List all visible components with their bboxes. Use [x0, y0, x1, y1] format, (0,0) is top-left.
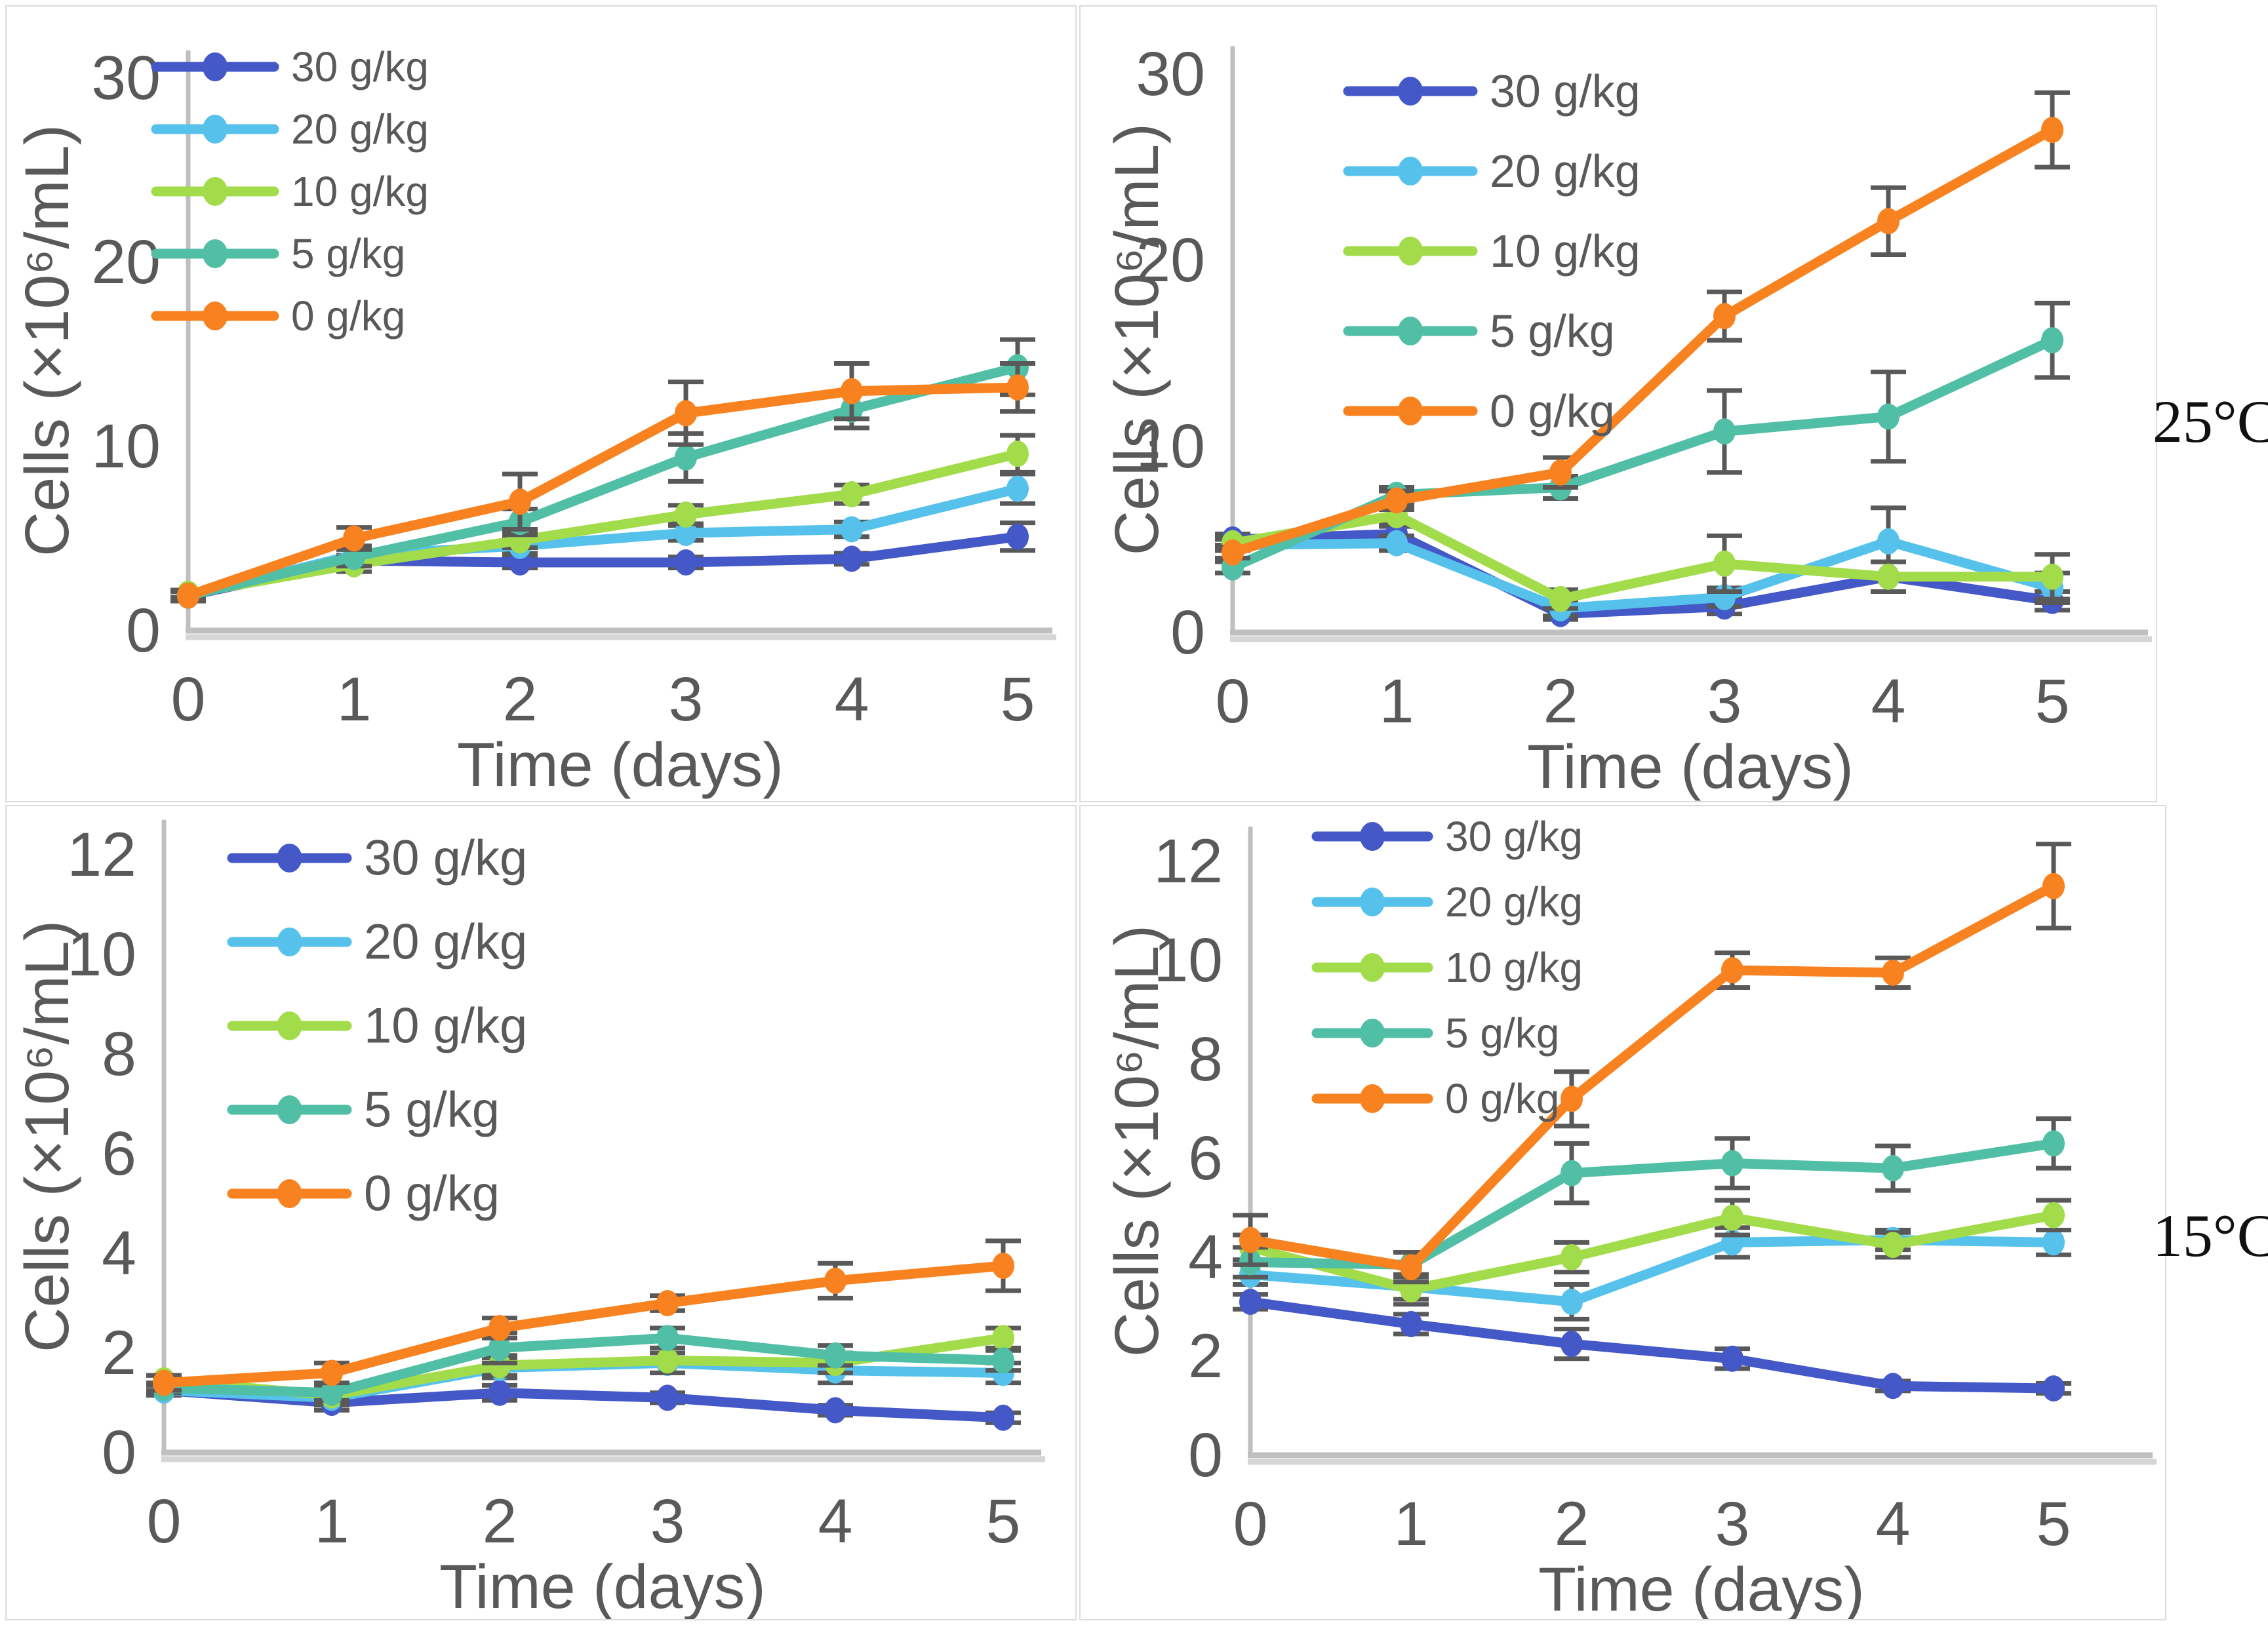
svg-text:Time (days): Time (days) — [457, 730, 784, 800]
svg-text:2: 2 — [1188, 1322, 1223, 1391]
svg-text:20: 20 — [1136, 225, 1205, 295]
svg-text:20 g/kg: 20 g/kg — [1490, 146, 1641, 197]
svg-text:2: 2 — [483, 1487, 517, 1556]
svg-text:4: 4 — [102, 1219, 136, 1288]
svg-text:10 g/kg: 10 g/kg — [1445, 944, 1583, 991]
svg-text:Cells (×10⁶/mL): Cells (×10⁶/mL) — [12, 920, 82, 1352]
svg-text:10: 10 — [1136, 412, 1205, 481]
svg-text:10 g/kg: 10 g/kg — [291, 168, 429, 215]
chart-panel-top-right: 0 10 20 30 0 1 2 3 4 5 Time (days) Cells (×10⁶/mL) 3… — [1079, 5, 2157, 802]
svg-text:4: 4 — [818, 1487, 853, 1556]
svg-text:Time (days): Time (days) — [1527, 732, 1854, 801]
svg-text:5 g/kg: 5 g/kg — [1445, 1009, 1559, 1057]
svg-text:30 g/kg: 30 g/kg — [1445, 813, 1583, 860]
svg-text:2: 2 — [1555, 1489, 1589, 1559]
svg-text:1: 1 — [1394, 1489, 1429, 1559]
svg-text:20 g/kg: 20 g/kg — [1445, 878, 1583, 926]
svg-text:5 g/kg: 5 g/kg — [364, 1082, 500, 1138]
svg-text:10 g/kg: 10 g/kg — [364, 998, 527, 1054]
svg-text:Cells (×10⁶/mL): Cells (×10⁶/mL) — [1102, 925, 1172, 1357]
svg-text:10: 10 — [67, 920, 136, 989]
svg-text:0: 0 — [126, 596, 161, 665]
svg-text:0: 0 — [102, 1418, 136, 1487]
svg-text:Cells (×10⁶/mL): Cells (×10⁶/mL) — [12, 125, 82, 557]
chart-panel-top-left: 0 10 20 30 0 1 2 3 4 5 Time (days) Cells (×10⁶/mL) 3… — [5, 5, 1077, 802]
svg-text:20: 20 — [91, 227, 161, 297]
svg-text:10 g/kg: 10 g/kg — [1490, 225, 1641, 277]
svg-text:3: 3 — [669, 665, 704, 734]
line-chart-25c-right: 0 10 20 30 0 1 2 3 4 5 Time (days) Cells (×10⁶/mL) 3… — [1102, 39, 2152, 802]
svg-text:10: 10 — [1153, 926, 1223, 995]
svg-text:6: 6 — [102, 1119, 136, 1188]
svg-text:5: 5 — [986, 1487, 1021, 1556]
svg-text:5 g/kg: 5 g/kg — [1490, 305, 1615, 357]
svg-text:6: 6 — [1188, 1124, 1223, 1193]
svg-text:Time (days): Time (days) — [439, 1552, 766, 1619]
svg-text:3: 3 — [650, 1487, 685, 1556]
svg-text:0: 0 — [1233, 1489, 1268, 1559]
svg-text:1: 1 — [337, 665, 372, 734]
svg-text:3: 3 — [1715, 1489, 1750, 1559]
svg-text:0 g/kg: 0 g/kg — [291, 292, 405, 340]
svg-text:5: 5 — [1001, 665, 1035, 734]
chart-panel-bottom-left: 0 2 4 6 8 10 12 0 1 2 3 4 5 Time (days) Cells (×10⁶/mL… — [5, 805, 1077, 1622]
svg-text:10: 10 — [91, 412, 161, 481]
svg-text:0 g/kg: 0 g/kg — [1490, 385, 1615, 437]
svg-text:0 g/kg: 0 g/kg — [364, 1166, 500, 1222]
svg-text:0: 0 — [1188, 1420, 1223, 1490]
svg-text:8: 8 — [102, 1019, 136, 1089]
svg-text:8: 8 — [1188, 1025, 1223, 1094]
svg-text:12: 12 — [1153, 827, 1223, 896]
temperature-label-25c: 25°C — [2152, 388, 2268, 455]
svg-text:3: 3 — [1707, 667, 1742, 736]
svg-text:30: 30 — [1136, 39, 1205, 109]
svg-text:5: 5 — [2037, 1489, 2071, 1559]
svg-text:30 g/kg: 30 g/kg — [1490, 66, 1641, 117]
svg-text:2: 2 — [1543, 667, 1578, 736]
svg-text:4: 4 — [1871, 667, 1906, 736]
svg-text:20 g/kg: 20 g/kg — [291, 106, 429, 153]
svg-text:4: 4 — [835, 665, 869, 734]
temperature-label-15c: 15°C — [2152, 1202, 2268, 1269]
svg-text:2: 2 — [102, 1318, 136, 1388]
svg-text:0: 0 — [1216, 667, 1250, 736]
svg-text:2: 2 — [503, 665, 538, 734]
svg-text:30 g/kg: 30 g/kg — [364, 831, 527, 886]
svg-text:4: 4 — [1188, 1223, 1223, 1292]
svg-text:0: 0 — [1170, 598, 1205, 667]
svg-text:4: 4 — [1876, 1489, 1911, 1559]
svg-text:5 g/kg: 5 g/kg — [291, 230, 405, 277]
svg-text:0 g/kg: 0 g/kg — [1445, 1075, 1559, 1122]
svg-text:0: 0 — [171, 665, 206, 734]
svg-text:1: 1 — [315, 1487, 349, 1556]
svg-text:30 g/kg: 30 g/kg — [291, 43, 429, 90]
svg-text:0: 0 — [147, 1487, 182, 1556]
svg-text:Cells (×10⁶/mL): Cells (×10⁶/mL) — [1102, 123, 1172, 555]
svg-text:12: 12 — [67, 820, 136, 890]
svg-text:5: 5 — [2035, 667, 2070, 736]
line-chart-25c-left: 0 10 20 30 0 1 2 3 4 5 Time (days) Cells (×10⁶/mL) 3… — [12, 43, 1056, 800]
svg-text:20 g/kg: 20 g/kg — [364, 914, 527, 970]
chart-panel-bottom-right: 0 2 4 6 8 10 12 0 1 2 3 4 5 Time (days) Cells (×10⁶/mL… — [1079, 805, 2166, 1624]
svg-text:30: 30 — [91, 43, 161, 113]
svg-text:1: 1 — [1380, 667, 1414, 736]
svg-text:Time (days): Time (days) — [1538, 1555, 1865, 1619]
